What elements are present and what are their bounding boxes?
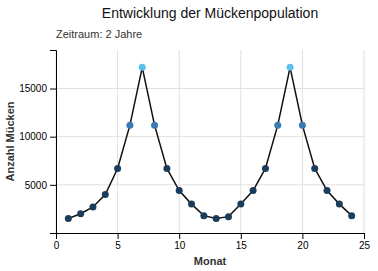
point [336,201,343,208]
tick-mark [50,185,56,186]
y-axis-title: Anzahl Mücken [4,101,16,181]
axis-line [57,234,365,240]
point [102,191,109,198]
point [348,212,355,219]
point [89,203,96,210]
tick: 10 [174,233,186,251]
point [299,122,306,129]
point [324,187,331,194]
tick-mark [179,233,180,239]
grid-line [364,50,365,233]
point [114,165,121,172]
chart: 0 5 10 15 20 25 5000 10000 15000 Entwicklung der … [0,0,378,271]
grid-line [56,184,364,185]
point [225,213,232,220]
point [311,165,318,172]
point [250,187,257,194]
tick-mark [118,233,119,239]
point [65,215,72,222]
tick-label: 25 [359,240,371,251]
axis-line [50,51,57,234]
point [237,201,244,208]
title: Entwicklung der Mückenpopulation [102,5,318,21]
tick: 15 [236,233,248,251]
tick: 20 [297,233,309,251]
point [213,215,220,222]
x-axis: 0 5 10 15 20 25 [54,233,371,251]
point [188,201,195,208]
point [287,64,294,71]
grid-line [302,50,303,233]
grid [56,50,364,233]
tick-mark [364,233,365,239]
tick: 0 [54,233,60,251]
tick: 10000 [19,131,56,142]
point [176,187,183,194]
point [151,122,158,129]
point [139,64,146,71]
plot-area [65,64,355,222]
grid-line [117,50,118,233]
grid-line [56,88,364,89]
tick-label: 10 [174,240,186,251]
tick: 5000 [25,180,56,191]
tick-label: 5 [115,240,121,251]
x-axis-title: Monat [194,255,227,267]
point [274,122,281,129]
tick: 15000 [19,83,56,94]
point [262,165,269,172]
tick-mark [50,137,56,138]
tick: 5 [115,233,121,251]
tick-label: 20 [297,240,309,251]
line [68,67,351,218]
point [200,212,207,219]
y-axis: 5000 10000 15000 [19,51,56,234]
tick-mark [302,233,303,239]
grid-line [179,50,180,233]
point [163,165,170,172]
point [77,210,84,217]
tick-label: 10000 [19,131,47,142]
tick-label: 15000 [19,83,47,94]
tick-label: 15 [236,240,248,251]
tick-label: 0 [54,240,60,251]
tick-mark [50,89,56,90]
point [126,122,133,129]
tick-label: 5000 [25,180,48,191]
subtitle: Zeitraum: 2 Jahre [56,28,142,40]
tick-mark [241,233,242,239]
grid-line [56,136,364,137]
tick: 25 [359,233,371,251]
